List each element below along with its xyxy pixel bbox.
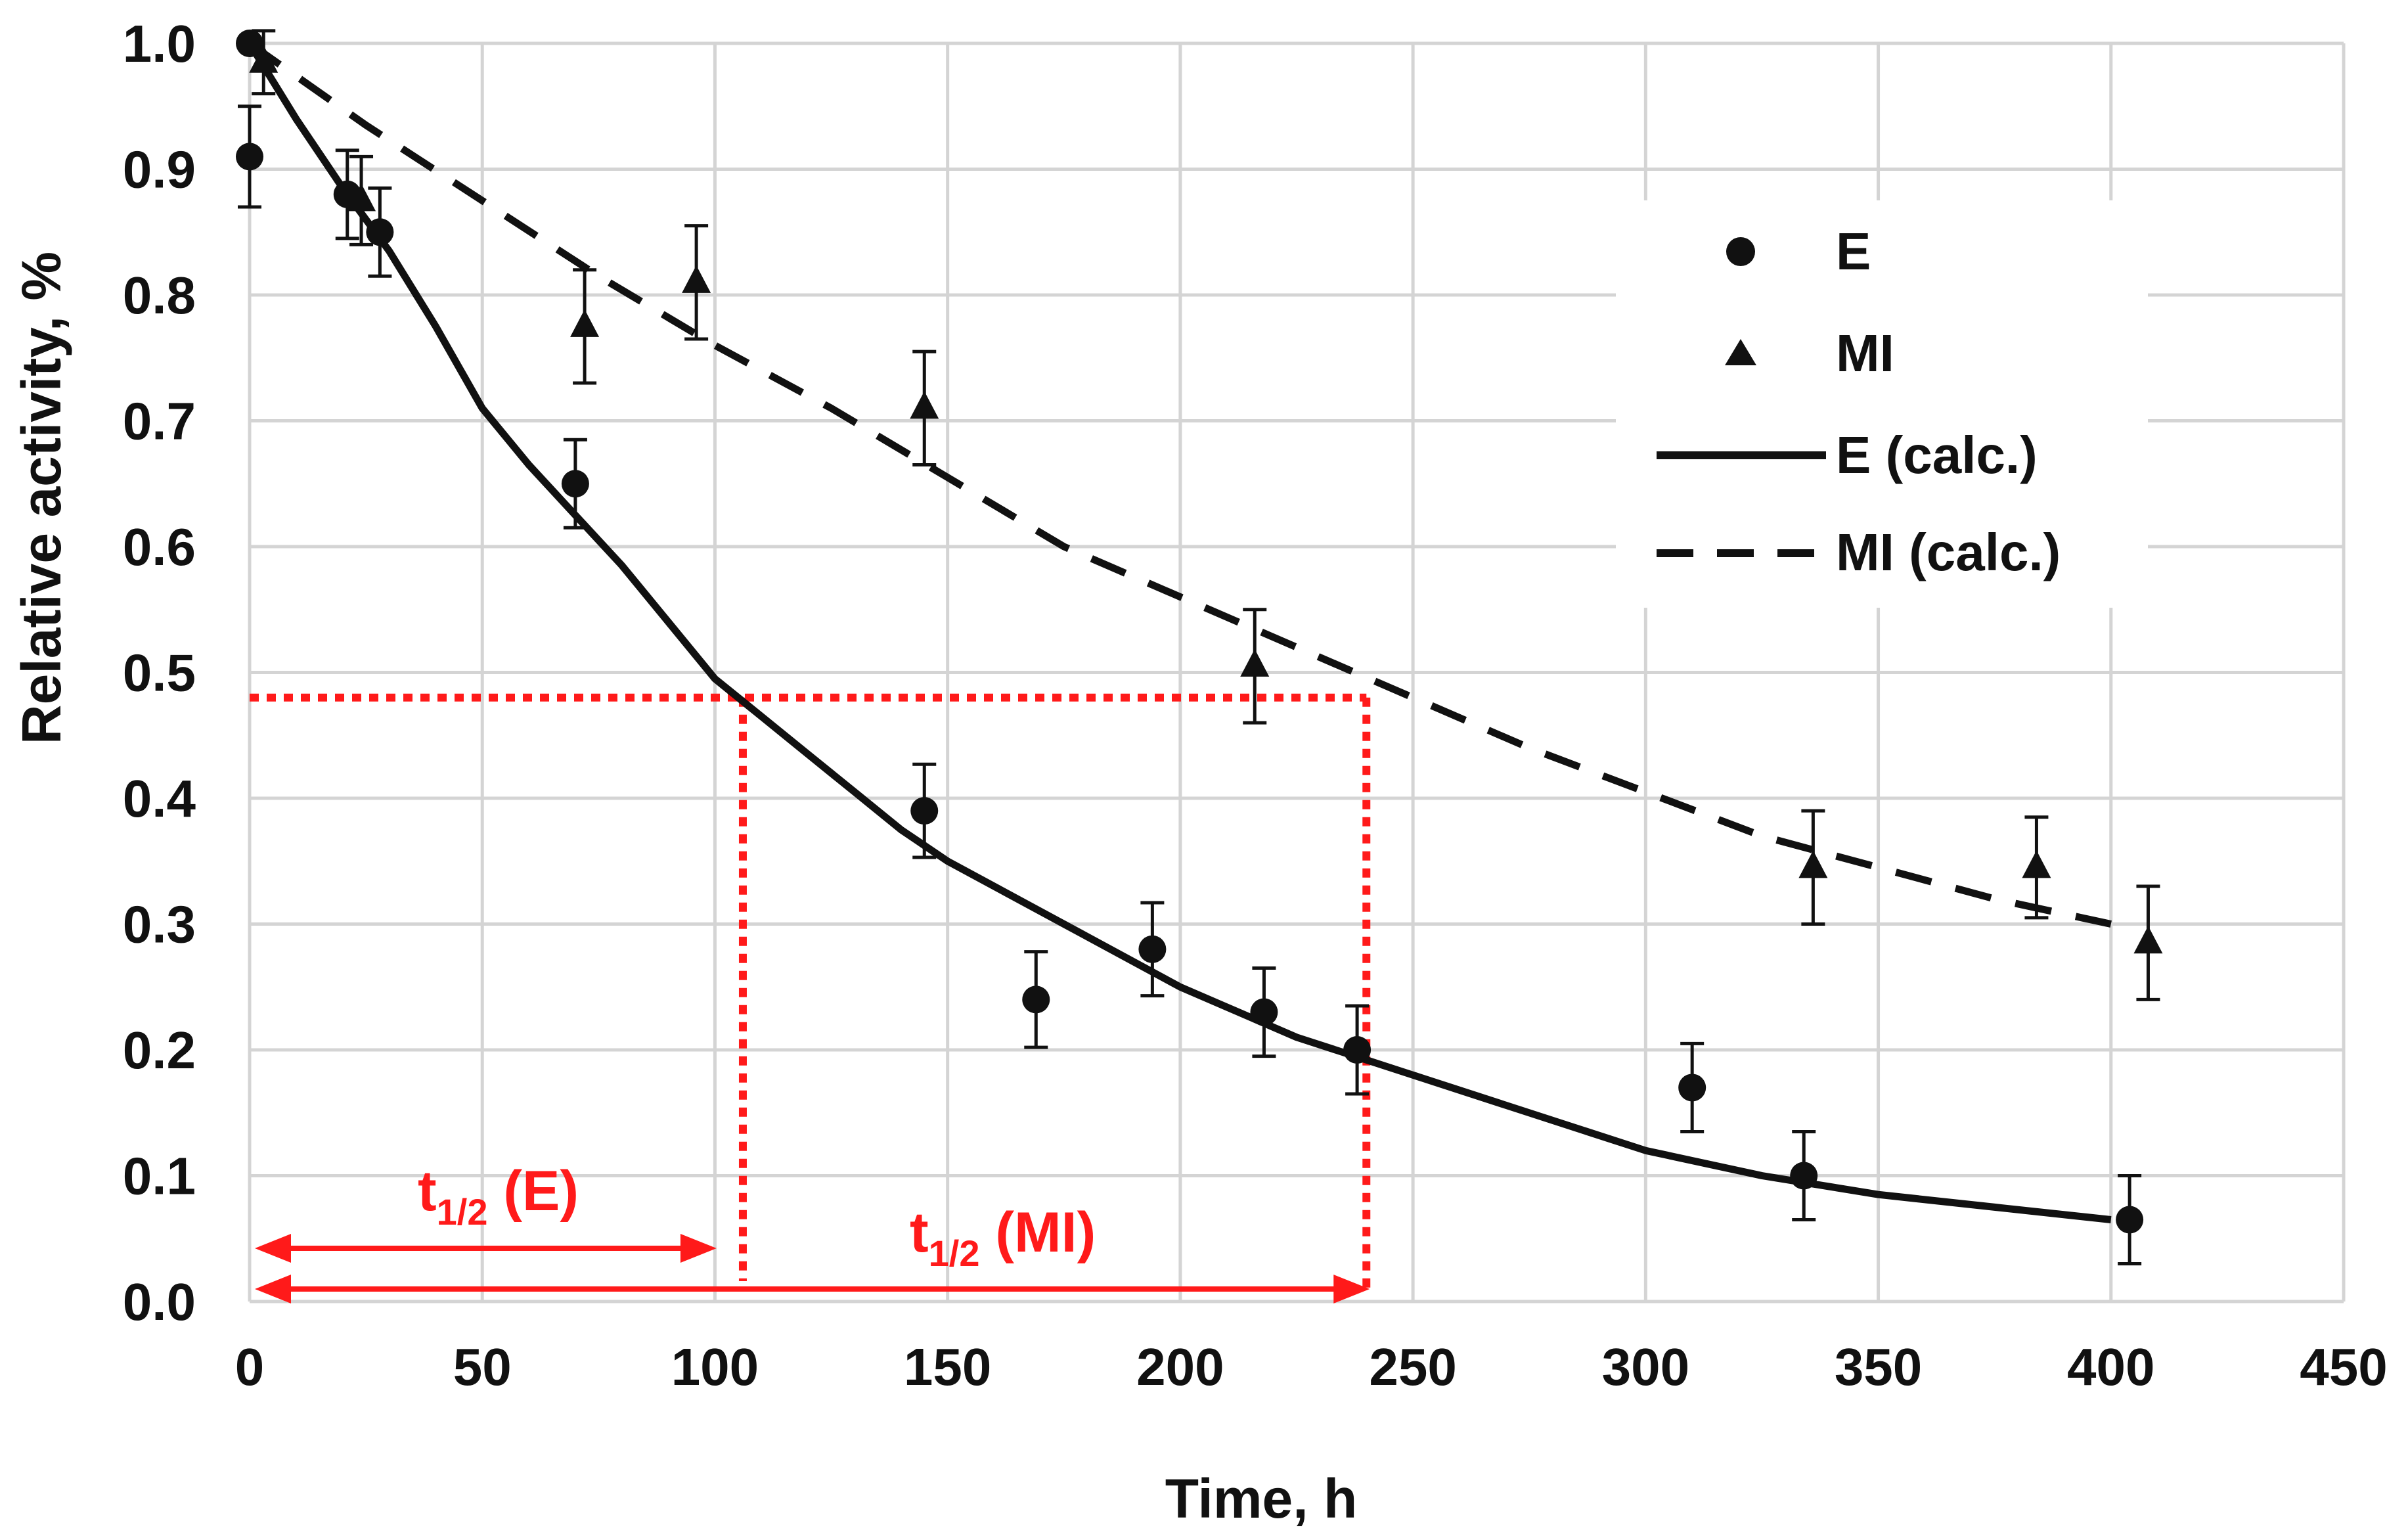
y-axis-title: Relative activity, % — [11, 252, 72, 744]
y-tick-label: 0.5 — [123, 644, 196, 702]
x-tick-label: 450 — [2300, 1338, 2387, 1396]
e-calc-line — [246, 41, 2112, 1223]
e-data-point — [1343, 1036, 1371, 1064]
half-life-annotations: t1/2 (E) t1/2 (MI) — [255, 1160, 1370, 1303]
x-tick-label: 150 — [904, 1338, 991, 1396]
legend: E MI E (calc.) MI (calc.) — [1616, 200, 2148, 608]
x-tick-label: 400 — [2067, 1338, 2154, 1396]
fit-lines — [246, 40, 2112, 1223]
t-half-e-label: t1/2 (E) — [418, 1160, 579, 1233]
mi-data-point — [570, 309, 600, 337]
e-data-point — [561, 470, 589, 498]
mi-data-point — [2022, 850, 2051, 878]
t-half-e-rest: (E) — [488, 1160, 579, 1223]
x-tick-label: 250 — [1369, 1338, 1456, 1396]
data-markers — [236, 30, 2163, 1234]
legend-marker-e — [1726, 237, 1755, 266]
e-data-point — [1138, 935, 1167, 963]
e-data-point — [236, 143, 263, 171]
t-half-e-sub: 1/2 — [437, 1191, 488, 1233]
x-axis-title: Time, h — [1165, 1468, 1358, 1529]
y-tick-label: 0.3 — [123, 895, 196, 954]
e-data-point — [236, 30, 263, 57]
mi-data-point — [910, 391, 939, 419]
x-tick-label: 50 — [453, 1338, 512, 1396]
t-half-e-main: t — [418, 1160, 437, 1223]
legend-label-mi-calc: MI (calc.) — [1836, 523, 2061, 581]
mi-data-point — [2133, 926, 2163, 954]
legend-marker-mi — [1725, 339, 1756, 365]
mi-data-point — [682, 265, 711, 293]
e-data-point — [1790, 1162, 1818, 1190]
error-bars — [238, 29, 2160, 1266]
e-data-point — [1022, 985, 1050, 1014]
mi-calc-line — [247, 40, 2112, 928]
half-activity-guides — [250, 693, 1371, 1288]
x-tick-label: 350 — [1835, 1338, 1922, 1396]
e-data-point — [910, 797, 939, 825]
legend-label-e-calc: E (calc.) — [1836, 426, 2038, 484]
legend-label-e: E — [1836, 222, 1871, 281]
y-tick-label: 0.6 — [123, 518, 196, 576]
t-half-mi-arrow-head-left — [255, 1275, 291, 1303]
x-tick-label: 0 — [235, 1338, 265, 1396]
t-half-mi-arrow-head-right — [1333, 1275, 1370, 1303]
t-half-e-arrow-head-right — [680, 1234, 717, 1263]
e-data-point — [366, 218, 394, 246]
y-tick-label: 0.0 — [123, 1273, 196, 1331]
e-data-point — [1678, 1074, 1706, 1102]
t-half-e-arrow-head-left — [255, 1234, 291, 1263]
mi-data-point — [1240, 648, 1270, 677]
x-tick-label: 200 — [1136, 1338, 1224, 1396]
x-tick-label: 100 — [671, 1338, 759, 1396]
mi-data-point — [1798, 850, 1828, 878]
mi-data-point — [249, 45, 279, 73]
t-half-mi-main: t — [910, 1201, 929, 1264]
x-tick-label: 300 — [1602, 1338, 1689, 1396]
y-tick-label: 0.4 — [123, 769, 196, 828]
t-half-mi-sub: 1/2 — [929, 1233, 980, 1274]
y-tick-label: 0.9 — [123, 141, 196, 199]
y-tick-label: 0.2 — [123, 1021, 196, 1079]
e-data-point — [2116, 1206, 2144, 1234]
y-tick-label: 0.1 — [123, 1147, 196, 1206]
t-half-mi-rest: (MI) — [980, 1201, 1096, 1264]
y-tick-label: 0.7 — [123, 392, 196, 451]
y-tick-label: 1.0 — [123, 14, 196, 73]
y-tick-label: 0.8 — [123, 266, 196, 325]
mi-data-point — [347, 183, 376, 212]
legend-label-mi: MI — [1836, 324, 1894, 382]
tick-labels: 0 50 100 150 200 250 300 350 400 450 0.0 0.1 0.2 0.3 0… — [123, 14, 2388, 1396]
t-half-mi-label: t1/2 (MI) — [910, 1201, 1096, 1274]
legend-background — [1616, 200, 2148, 608]
e-data-point — [1250, 998, 1278, 1026]
